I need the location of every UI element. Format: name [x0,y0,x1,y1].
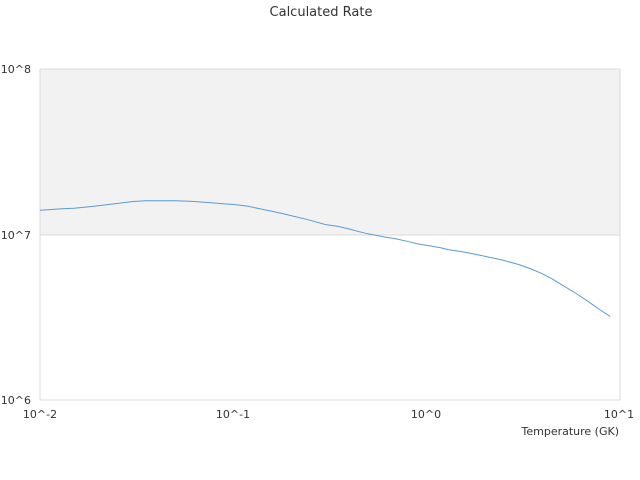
x-tick-label: 10^1 [604,408,634,421]
x-axis-title: Temperature (GK) [521,425,620,438]
x-tick-label: 10^-2 [23,408,57,421]
chart-title: Calculated Rate [270,5,373,20]
y-axis-ticks: 10^8 10^7 10^6 [1,63,31,407]
background-band [40,69,620,235]
x-tick-label: 10^0 [411,408,441,421]
x-axis-ticks: 10^-2 10^-1 10^0 10^1 [23,408,634,421]
x-tick-label: 10^-1 [216,408,250,421]
y-tick-label: 10^8 [1,63,31,76]
plot-area [39,68,621,401]
y-tick-label: 10^7 [1,229,31,242]
y-tick-label: 10^6 [1,394,31,407]
series-line [39,200,611,317]
